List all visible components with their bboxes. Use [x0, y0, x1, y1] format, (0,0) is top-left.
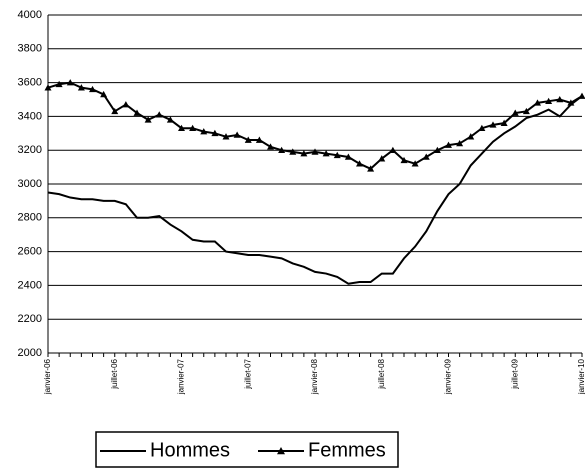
y-tick-label: 2600: [18, 246, 42, 258]
series-line: [47, 95, 583, 285]
y-tick-label: 2000: [18, 347, 42, 359]
marker: [155, 111, 163, 118]
marker: [77, 84, 85, 91]
y-tick-label: 2800: [18, 212, 42, 224]
marker: [189, 124, 197, 132]
marker: [367, 165, 375, 172]
marker: [578, 92, 585, 99]
marker: [500, 119, 508, 126]
marker: [411, 160, 419, 167]
marker: [278, 146, 286, 153]
marker: [267, 143, 274, 150]
y-tick-label: 2400: [18, 279, 42, 291]
marker: [478, 124, 486, 132]
x-tick-label: janvier-10: [577, 358, 585, 395]
marker: [122, 101, 130, 108]
marker: [344, 153, 352, 160]
y-tick-label: 4000: [18, 9, 42, 21]
marker: [289, 148, 297, 155]
marker: [100, 90, 108, 98]
marker: [511, 109, 519, 116]
marker: [66, 79, 74, 86]
marker: [489, 121, 497, 128]
legend-box: [95, 431, 399, 468]
y-tick-label: 2200: [18, 313, 42, 325]
legend-marker: [277, 447, 285, 455]
marker: [244, 136, 252, 143]
y-tick-label: 3000: [18, 178, 42, 190]
x-tick-label: juillet-06: [110, 358, 119, 389]
y-tick-label: 3600: [18, 77, 42, 89]
marker: [55, 80, 63, 88]
x-tick-label: janvier-08: [310, 358, 319, 395]
marker: [255, 136, 263, 143]
x-tick-label: janvier-09: [444, 358, 453, 395]
marker: [378, 155, 386, 162]
marker: [178, 124, 185, 132]
x-tick-label: juillet-08: [377, 358, 386, 389]
x-tick-label: juillet-09: [510, 358, 519, 389]
marker: [356, 160, 363, 167]
marker: [522, 107, 530, 115]
marker: [44, 84, 52, 91]
x-tick-label: juillet-07: [243, 358, 252, 389]
marker: [389, 146, 397, 153]
marker: [144, 116, 152, 123]
marker: [422, 153, 430, 160]
x-tick-label: janvier-07: [177, 358, 186, 395]
marker: [200, 128, 208, 135]
marker: [111, 107, 119, 115]
marker: [322, 150, 330, 157]
legend-label: Femmes: [308, 439, 386, 461]
marker: [433, 146, 441, 153]
legend-label: Hommes: [150, 439, 230, 461]
marker: [534, 99, 541, 106]
x-tick-label: janvier-06: [43, 358, 52, 395]
y-tick-label: 3800: [18, 43, 42, 55]
marker: [545, 97, 553, 104]
marker: [300, 150, 308, 157]
marker: [445, 141, 452, 148]
marker: [311, 148, 319, 155]
marker: [400, 156, 408, 164]
y-tick-label: 3400: [18, 110, 42, 122]
marker: [211, 129, 219, 137]
marker: [166, 116, 174, 123]
y-tick-label: 3200: [18, 144, 42, 156]
marker: [456, 139, 464, 147]
marker: [467, 133, 475, 140]
marker: [556, 96, 564, 103]
marker: [567, 99, 575, 106]
marker: [222, 133, 230, 140]
marker: [133, 109, 141, 116]
marker: [333, 151, 341, 159]
marker: [233, 131, 241, 138]
marker: [89, 85, 96, 93]
